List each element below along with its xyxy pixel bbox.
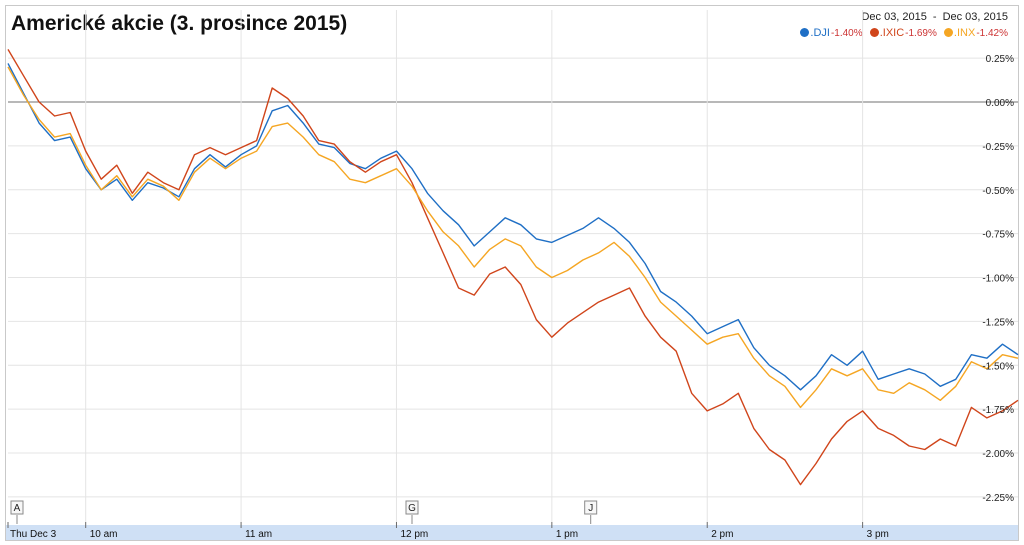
y-tick-label: -1.50%	[982, 361, 1014, 372]
legend: .DJI-1.40% .IXIC-1.69% .INX-1.42%	[796, 27, 1008, 39]
date-range-start: Dec 03, 2015	[861, 11, 927, 23]
chart-frame	[5, 5, 1019, 541]
news-marker-box[interactable]	[584, 500, 598, 515]
legend-dot-inx	[943, 28, 953, 37]
x-tick-label: 11 am	[245, 529, 272, 540]
y-tick-label: 0.25%	[986, 54, 1014, 65]
news-marker-letter[interactable]: A	[14, 503, 21, 514]
y-tick-label: -2.25%	[982, 493, 1014, 504]
x-tick-label: Thu Dec 3	[10, 529, 57, 540]
y-tick-label: -1.25%	[982, 317, 1014, 328]
legend-name-ixic: .IXIC	[879, 27, 905, 39]
y-tick-label: -0.25%	[982, 142, 1014, 153]
y-tick-label: -1.75%	[982, 405, 1014, 416]
legend-item-inx[interactable]: .INX-1.42%	[943, 27, 1008, 39]
series-line-ixic[interactable]	[7, 49, 1019, 486]
series-line-dji[interactable]	[7, 63, 1019, 391]
legend-item-ixic[interactable]: .IXIC-1.69%	[869, 27, 940, 39]
y-tick-label: -2.00%	[982, 449, 1014, 460]
legend-item-dji[interactable]: .DJI-1.40%	[800, 27, 865, 39]
legend-change-dji: -1.40%	[830, 28, 863, 39]
legend-name-inx: .INX	[953, 27, 976, 39]
news-marker-letter[interactable]: G	[408, 503, 416, 514]
legend-change-inx: -1.42%	[976, 28, 1008, 39]
news-marker-box[interactable]	[405, 500, 419, 515]
x-tick-label: 12 pm	[400, 529, 428, 540]
y-tick-label: -0.75%	[982, 230, 1014, 241]
x-tick-label: 10 am	[90, 529, 118, 540]
date-range: Dec 03, 2015- Dec 03, 2015	[861, 11, 1008, 23]
legend-dot-dji	[800, 28, 810, 37]
time-axis-bar	[6, 525, 1018, 540]
y-tick-label: 0.00%	[986, 98, 1014, 109]
series-line-inx[interactable]	[7, 66, 1019, 409]
news-marker-letter[interactable]: J	[588, 503, 593, 514]
x-tick-label: 2 pm	[711, 529, 733, 540]
legend-change-ixic: -1.69%	[905, 28, 937, 39]
y-tick-label: -1.00%	[982, 274, 1014, 285]
legend-dot-ixic	[869, 28, 879, 37]
chart-title: Americké akcie (3. prosince 2015)	[11, 12, 348, 35]
legend-name-dji: .DJI	[810, 27, 830, 39]
news-marker-box[interactable]	[10, 500, 24, 515]
x-tick-label: 3 pm	[867, 529, 889, 540]
y-tick-label: -0.50%	[982, 186, 1014, 197]
date-range-separator: -	[932, 11, 937, 23]
x-tick-label: 1 pm	[556, 529, 578, 540]
date-range-end: Dec 03, 2015	[942, 11, 1008, 23]
